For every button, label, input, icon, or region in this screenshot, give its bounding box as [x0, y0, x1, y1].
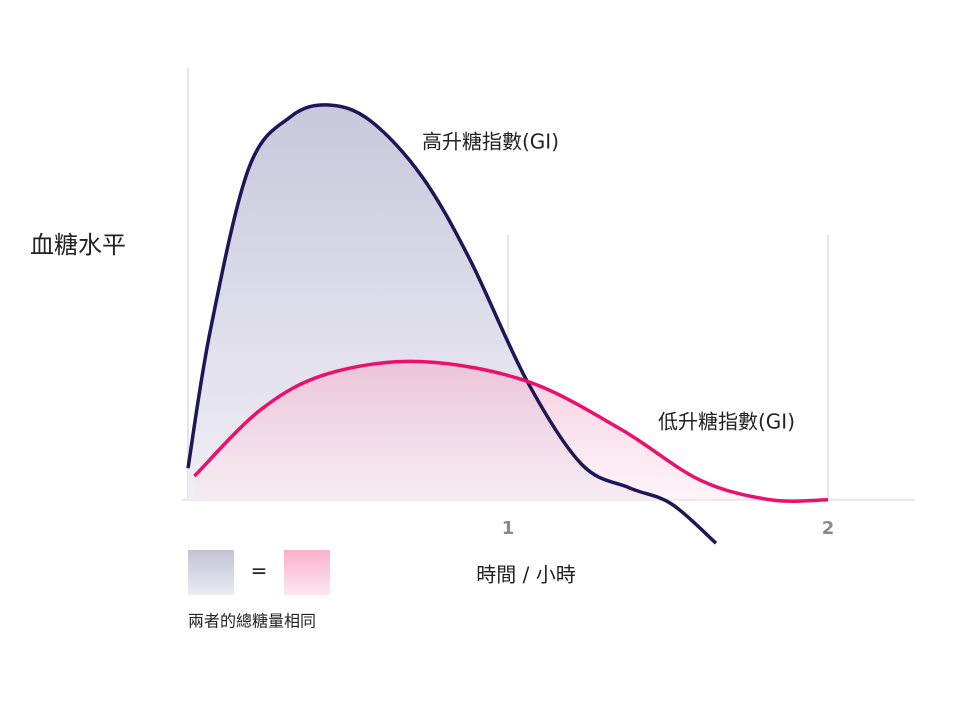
series-label: 高升糖指數(GI) [422, 130, 559, 154]
legend-equals: = [251, 559, 268, 583]
area [194, 361, 828, 500]
legend-swatch [284, 550, 330, 595]
x-tick-label: 2 [822, 518, 835, 539]
x-tick-label: 1 [502, 518, 515, 539]
x-axis-label: 時間 / 小時 [476, 563, 575, 587]
plot: 1 2 高升糖指數(GI) 低升糖指數(GI) [182, 68, 915, 545]
legend-swatch [188, 550, 234, 595]
series-label: 低升糖指數(GI) [658, 410, 795, 434]
line [186, 103, 718, 545]
y-axis-label: 血糖水平 [30, 231, 126, 259]
line [193, 359, 829, 503]
legend-note: 兩者的總糖量相同 [188, 612, 316, 631]
